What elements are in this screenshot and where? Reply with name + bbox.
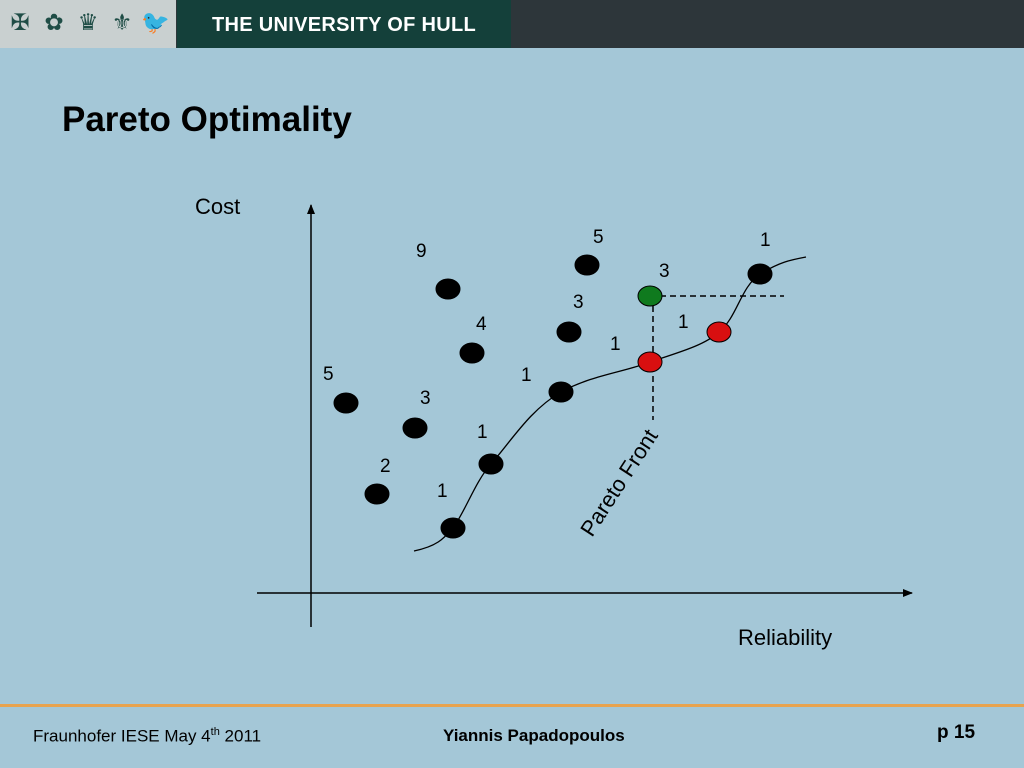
rose-icon: ✿ xyxy=(44,10,64,36)
header-bar: ✠ ✿ ♛ ⚜ 🐦 THE UNIVERSITY OF HULL xyxy=(0,0,1024,48)
solution-label-p12: 1 xyxy=(610,334,621,355)
solution-point-p2 xyxy=(435,278,461,300)
solution-point-p5 xyxy=(364,483,390,505)
fleur-de-lis-icon: ⚜ xyxy=(111,10,133,36)
solution-label-p8: 1 xyxy=(521,365,532,386)
solution-label-p4: 3 xyxy=(420,388,431,409)
solution-point-p3 xyxy=(459,342,485,364)
solution-point-p9 xyxy=(556,321,582,343)
bird-icon: 🐦 xyxy=(141,10,170,36)
university-banner: THE UNIVERSITY OF HULL xyxy=(177,0,511,48)
solution-point-p6 xyxy=(440,517,466,539)
solution-label-p7: 1 xyxy=(477,422,488,443)
footer-divider xyxy=(0,704,1024,707)
solution-point-p10 xyxy=(574,254,600,276)
cross-icon: ✠ xyxy=(10,10,30,36)
footer-author: Yiannis Papadopoulos xyxy=(443,726,625,745)
pareto-front-label: Pareto Front xyxy=(575,425,663,541)
solution-label-p1: 5 xyxy=(323,364,334,385)
footer-event: Fraunhofer IESE May 4th 2011 xyxy=(33,726,261,747)
footer-event-suffix: 2011 xyxy=(219,726,262,746)
solution-label-p10: 5 xyxy=(593,227,604,248)
crown-icon: ♛ xyxy=(77,10,99,36)
solution-point-p14 xyxy=(747,263,773,285)
footer-event-sup: th xyxy=(210,726,220,738)
solution-label-p14: 1 xyxy=(760,230,771,251)
solution-point-p11 xyxy=(637,285,663,307)
x-axis-label: Reliability xyxy=(738,625,832,650)
solution-point-p4 xyxy=(402,417,428,439)
solution-label-p3: 4 xyxy=(476,314,487,335)
solution-label-p13: 1 xyxy=(678,312,689,333)
page-number: p 15 xyxy=(937,722,976,743)
solution-point-p8 xyxy=(548,381,574,403)
solution-label-p5: 2 xyxy=(380,456,391,477)
solution-point-p13 xyxy=(706,321,732,343)
solution-labels: 5 9 4 3 2 1 1 1 3 5 3 1 1 1 xyxy=(323,227,771,502)
solution-label-p9: 3 xyxy=(573,292,584,313)
y-axis-label: Cost xyxy=(195,194,240,219)
solution-point-p12 xyxy=(637,351,663,373)
solution-label-p11: 3 xyxy=(659,261,670,282)
crest-bar: ✠ ✿ ♛ ⚜ 🐦 xyxy=(0,0,176,48)
solution-label-p2: 9 xyxy=(416,241,427,262)
solution-points xyxy=(333,254,773,539)
slide-title: Pareto Optimality xyxy=(62,100,352,139)
pareto-front-curve xyxy=(413,256,807,552)
solution-label-p6: 1 xyxy=(437,481,448,502)
pareto-diagram: Cost Reliability Pareto Front 5943211135… xyxy=(195,194,913,650)
solution-point-p7 xyxy=(478,453,504,475)
solution-point-p1 xyxy=(333,392,359,414)
footer-event-prefix: Fraunhofer IESE May 4 xyxy=(33,726,211,746)
